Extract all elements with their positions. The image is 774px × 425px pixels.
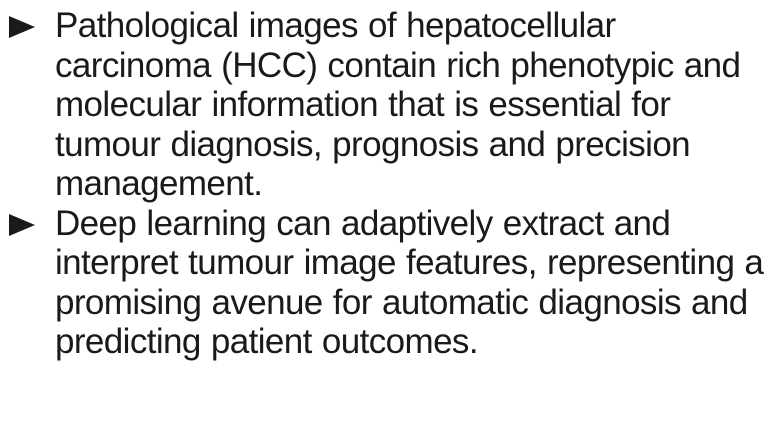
bullet-list: Pathological images of hepatocellular ca… (0, 6, 774, 362)
text-line: Deep learning can adaptively extract and (55, 203, 671, 243)
text-line: molecular information that is essential … (55, 85, 671, 124)
bullet-item-deep-learning: Deep learning can adaptively extract and… (0, 204, 774, 362)
text-line: tumour diagnosis, prognosis and precisio… (55, 124, 691, 164)
text-line: interpret tumour image features, represe… (55, 243, 764, 282)
triangle-bullet-icon (9, 16, 35, 38)
text-line: management. (55, 164, 263, 203)
text-line: carcinoma (HCC) contain rich phenotypic … (55, 45, 741, 85)
text-line: predicting patient outcomes. (55, 322, 479, 361)
bullet-text: Pathological images of hepatocellular ca… (55, 6, 774, 204)
bullet-text: Deep learning can adaptively extract and… (55, 204, 774, 362)
bullet-item-hcc-images: Pathological images of hepatocellular ca… (0, 6, 774, 204)
text-line: Pathological images of hepatocellular (55, 6, 616, 45)
triangle-bullet-icon (9, 213, 35, 236)
text-line: promising avenue for automatic diagnosis… (55, 282, 748, 322)
